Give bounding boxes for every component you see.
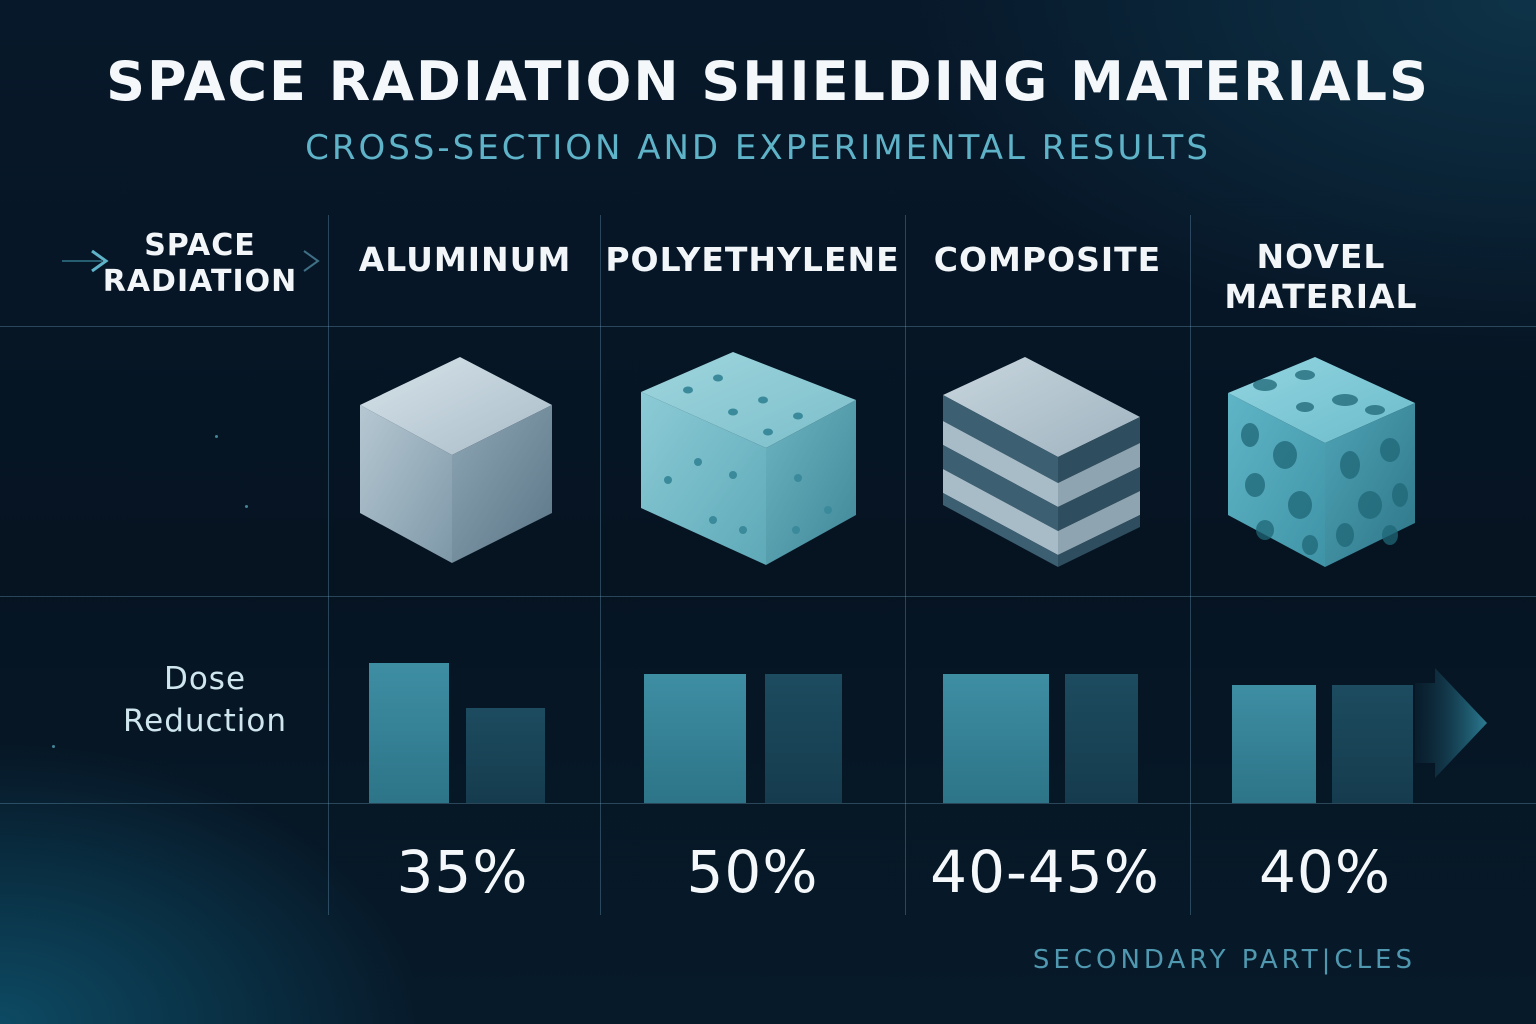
column-header-novel-material: NOVEL MATERIAL: [1190, 237, 1452, 317]
row-label-line: Reduction: [123, 703, 287, 739]
grid-divider: [600, 215, 601, 915]
footer-label: SECONDARY PART|CLES: [1032, 945, 1416, 975]
page-subtitle: CROSS-SECTION AND EXPERIMENTAL RESULTS: [305, 128, 1211, 168]
reduction-value-aluminum: 35%: [396, 838, 529, 906]
column-header-polyethylene: POLYETHYLENE: [600, 240, 905, 280]
dose-bar: [466, 708, 545, 803]
decorative-dot: [52, 745, 55, 748]
dose-bar: [1065, 674, 1138, 803]
column-header-aluminum: ALUMINUM: [335, 240, 595, 280]
column-header-line: POLYETHYLENE: [605, 240, 900, 279]
reduction-value-composite: 40-45%: [930, 838, 1160, 906]
novel-material-cube-icon: [1228, 357, 1415, 567]
page-title: SPACE RADIATION SHIELDING MATERIALS: [106, 50, 1430, 113]
dose-bar: [765, 674, 842, 803]
decorative-dot: [215, 435, 218, 438]
column-header-line: ALUMINUM: [358, 240, 572, 279]
dose-bar: [644, 674, 746, 803]
reduction-value-novel-material: 40%: [1259, 838, 1391, 906]
dose-bar: [943, 674, 1049, 803]
dose-bar: [369, 663, 449, 803]
polyethylene-cube-icon: [641, 352, 856, 565]
row-label-line: RADIATION: [102, 264, 298, 299]
grid-divider: [0, 803, 1536, 804]
aluminum-cube-icon: [360, 357, 552, 563]
decorative-dot: [245, 505, 248, 508]
dose-bar: [1332, 685, 1413, 803]
composite-cube-icon: [943, 357, 1140, 567]
column-header-composite: COMPOSITE: [905, 240, 1190, 280]
row-label-line: Dose: [163, 661, 247, 697]
grid-divider: [905, 215, 906, 915]
chevron-right-icon: [303, 250, 320, 272]
grid-divider: [0, 596, 1536, 597]
column-header-line: NOVEL: [1256, 237, 1386, 276]
row-label-space-radiation: SPACE RADIATION: [100, 228, 300, 300]
arrow-right-icon: [1415, 668, 1487, 778]
reduction-value-polyethylene: 50%: [686, 838, 819, 906]
grid-divider: [328, 215, 329, 915]
column-header-line: MATERIAL: [1224, 277, 1418, 316]
arrow-right-icon: [62, 249, 109, 273]
dose-bar: [1232, 685, 1316, 803]
grid-divider: [1190, 215, 1191, 915]
grid-divider: [0, 326, 1536, 327]
row-label-dose-reduction: Dose Reduction: [100, 658, 310, 742]
row-label-line: SPACE: [144, 228, 256, 263]
column-header-line: COMPOSITE: [933, 240, 1162, 279]
